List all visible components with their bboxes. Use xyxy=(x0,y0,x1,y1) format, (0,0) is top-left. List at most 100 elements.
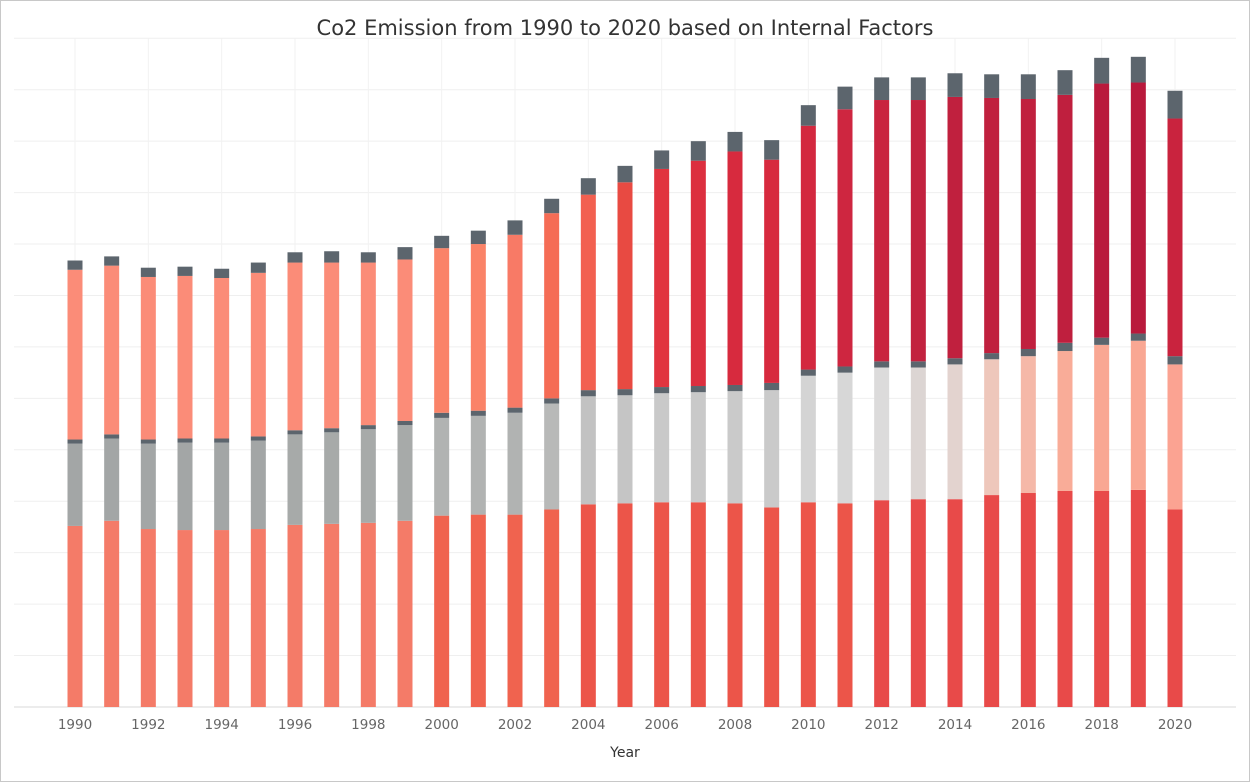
bar-segment-2010-s5 xyxy=(800,105,816,126)
bar-segment-2012-s1 xyxy=(874,500,890,707)
x-tick-label: 1992 xyxy=(131,717,165,733)
bar-segment-2006-s5 xyxy=(654,150,670,169)
bar-segment-1993-s1 xyxy=(177,530,193,707)
bar-segment-2008-s4 xyxy=(727,151,743,385)
bar-segment-1991-s2 xyxy=(104,438,120,521)
bar-segment-2003-s1 xyxy=(544,509,560,707)
bar-segment-2014-s3 xyxy=(947,358,963,365)
bar-segment-2019-s4 xyxy=(1130,82,1146,334)
bar-segment-1996-s5 xyxy=(287,252,303,263)
bar-segment-1998-s5 xyxy=(360,252,376,263)
bar-segment-2011-s4 xyxy=(837,109,853,367)
bar-segment-2009-s2 xyxy=(764,390,780,508)
bar-segment-1990-s5 xyxy=(67,260,83,270)
bar-segment-2012-s3 xyxy=(874,361,890,368)
bar-segment-2004-s3 xyxy=(580,390,596,397)
x-tick-label: 2016 xyxy=(1011,717,1045,733)
bar-segment-2001-s2 xyxy=(470,415,486,515)
bar-segment-2013-s3 xyxy=(910,361,926,368)
bar-segment-2006-s4 xyxy=(654,168,670,388)
stacked-bars xyxy=(67,56,1183,707)
bar-segment-1992-s3 xyxy=(140,439,156,444)
x-tick-label: 2018 xyxy=(1084,717,1118,733)
bar-segment-2005-s5 xyxy=(617,165,633,183)
bar-segment-2006-s1 xyxy=(654,502,670,707)
bar-segment-1991-s3 xyxy=(104,434,120,439)
x-tick-label: 2008 xyxy=(718,717,752,733)
bar-segment-2017-s5 xyxy=(1057,70,1073,95)
bar-segment-1994-s2 xyxy=(214,442,230,531)
bar-segment-1994-s4 xyxy=(214,278,230,439)
bar-segment-2002-s5 xyxy=(507,220,523,235)
bar-segment-2017-s4 xyxy=(1057,94,1073,343)
bar-segment-2003-s3 xyxy=(544,398,560,404)
bar-segment-2007-s4 xyxy=(690,160,706,387)
bar-segment-2015-s2 xyxy=(984,359,1000,496)
bar-segment-1992-s5 xyxy=(140,267,156,277)
bar-segment-2018-s5 xyxy=(1094,57,1110,84)
bar-segment-2020-s2 xyxy=(1167,364,1183,510)
bar-segment-2009-s5 xyxy=(764,140,780,160)
bar-segment-1993-s3 xyxy=(177,438,193,443)
bar-segment-2010-s1 xyxy=(800,502,816,707)
bar-segment-2001-s1 xyxy=(470,514,486,707)
x-tick-label: 1998 xyxy=(351,717,385,733)
bar-segment-2011-s3 xyxy=(837,366,853,373)
bar-segment-2010-s3 xyxy=(800,369,816,376)
bar-segment-2013-s1 xyxy=(910,499,926,707)
bar-segment-2002-s2 xyxy=(507,412,523,515)
x-tick-label: 2014 xyxy=(938,717,972,733)
bar-segment-2017-s1 xyxy=(1057,490,1073,707)
x-tick-label: 2000 xyxy=(424,717,458,733)
bar-segment-2001-s4 xyxy=(470,244,486,411)
bar-segment-2018-s1 xyxy=(1094,490,1110,707)
bar-segment-1994-s1 xyxy=(214,530,230,707)
bar-segment-1990-s1 xyxy=(67,525,83,707)
bar-segment-2015-s3 xyxy=(984,353,1000,360)
bar-segment-2014-s1 xyxy=(947,499,963,707)
bar-segment-1999-s2 xyxy=(397,425,413,521)
bar-segment-2017-s2 xyxy=(1057,351,1073,491)
bar-segment-2019-s3 xyxy=(1130,333,1146,341)
bar-segment-1995-s5 xyxy=(250,262,266,273)
bar-segment-2018-s3 xyxy=(1094,337,1110,345)
bar-segment-2002-s4 xyxy=(507,234,523,408)
bar-segment-2000-s3 xyxy=(434,412,450,418)
bar-segment-1997-s4 xyxy=(324,262,340,429)
bar-segment-2013-s2 xyxy=(910,367,926,500)
bar-segment-1999-s1 xyxy=(397,520,413,707)
bar-segment-2011-s2 xyxy=(837,372,853,504)
bar-segment-2019-s1 xyxy=(1130,489,1146,707)
bar-segment-1994-s5 xyxy=(214,268,230,278)
bar-segment-2012-s2 xyxy=(874,367,890,501)
bar-segment-1990-s2 xyxy=(67,443,83,526)
bar-segment-2016-s4 xyxy=(1020,98,1036,349)
bar-segment-2013-s5 xyxy=(910,77,926,101)
bar-segment-2016-s3 xyxy=(1020,348,1036,357)
bar-segment-1993-s2 xyxy=(177,442,193,531)
bar-segment-1990-s4 xyxy=(67,269,83,440)
bar-segment-1993-s5 xyxy=(177,266,193,276)
bar-segment-2000-s5 xyxy=(434,235,450,249)
bar-segment-2005-s4 xyxy=(617,182,633,390)
x-tick-label: 2004 xyxy=(571,717,605,733)
bar-segment-2020-s5 xyxy=(1167,90,1183,119)
bar-segment-2019-s2 xyxy=(1130,340,1146,490)
bar-segment-1991-s4 xyxy=(104,265,120,435)
bar-segment-2009-s3 xyxy=(764,382,780,391)
bar-segment-2016-s5 xyxy=(1020,74,1036,99)
bar-segment-2015-s5 xyxy=(984,74,1000,98)
bar-segment-2009-s4 xyxy=(764,159,780,383)
bar-segment-1998-s1 xyxy=(360,522,376,707)
bar-segment-1992-s1 xyxy=(140,529,156,707)
bar-segment-1992-s4 xyxy=(140,276,156,440)
bar-segment-2010-s2 xyxy=(800,375,816,503)
bar-segment-2010-s4 xyxy=(800,125,816,370)
x-tick-label: 1990 xyxy=(58,717,92,733)
bar-segment-2006-s3 xyxy=(654,387,670,394)
bar-segment-1990-s3 xyxy=(67,439,83,444)
bar-segment-2015-s4 xyxy=(984,97,1000,354)
bar-segment-2003-s5 xyxy=(544,198,560,214)
bar-segment-2014-s2 xyxy=(947,364,963,500)
